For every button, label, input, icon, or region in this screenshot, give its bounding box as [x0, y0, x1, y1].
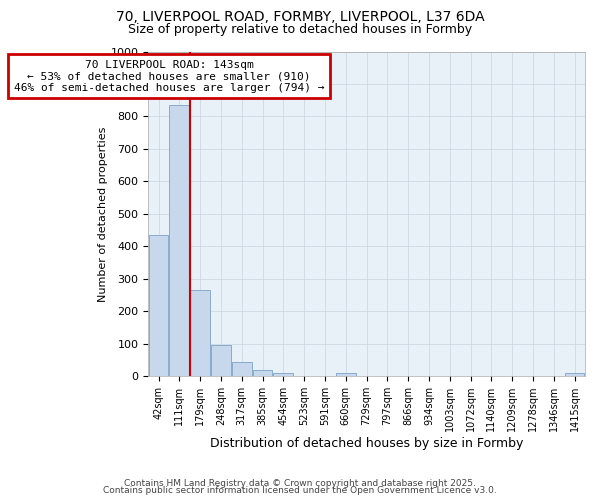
Bar: [149, 235, 169, 376]
Text: 70, LIVERPOOL ROAD, FORMBY, LIVERPOOL, L37 6DA: 70, LIVERPOOL ROAD, FORMBY, LIVERPOOL, L…: [116, 10, 484, 24]
Bar: [232, 362, 251, 376]
Text: Size of property relative to detached houses in Formby: Size of property relative to detached ho…: [128, 22, 472, 36]
Bar: [253, 370, 272, 376]
Y-axis label: Number of detached properties: Number of detached properties: [98, 126, 107, 302]
Text: Contains HM Land Registry data © Crown copyright and database right 2025.: Contains HM Land Registry data © Crown c…: [124, 478, 476, 488]
Bar: [274, 373, 293, 376]
X-axis label: Distribution of detached houses by size in Formby: Distribution of detached houses by size …: [210, 437, 523, 450]
Bar: [565, 373, 584, 376]
Bar: [190, 290, 210, 376]
Text: 70 LIVERPOOL ROAD: 143sqm
← 53% of detached houses are smaller (910)
46% of semi: 70 LIVERPOOL ROAD: 143sqm ← 53% of detac…: [14, 60, 324, 93]
Bar: [336, 373, 356, 376]
Bar: [169, 105, 189, 376]
Text: Contains public sector information licensed under the Open Government Licence v3: Contains public sector information licen…: [103, 486, 497, 495]
Bar: [211, 346, 231, 376]
